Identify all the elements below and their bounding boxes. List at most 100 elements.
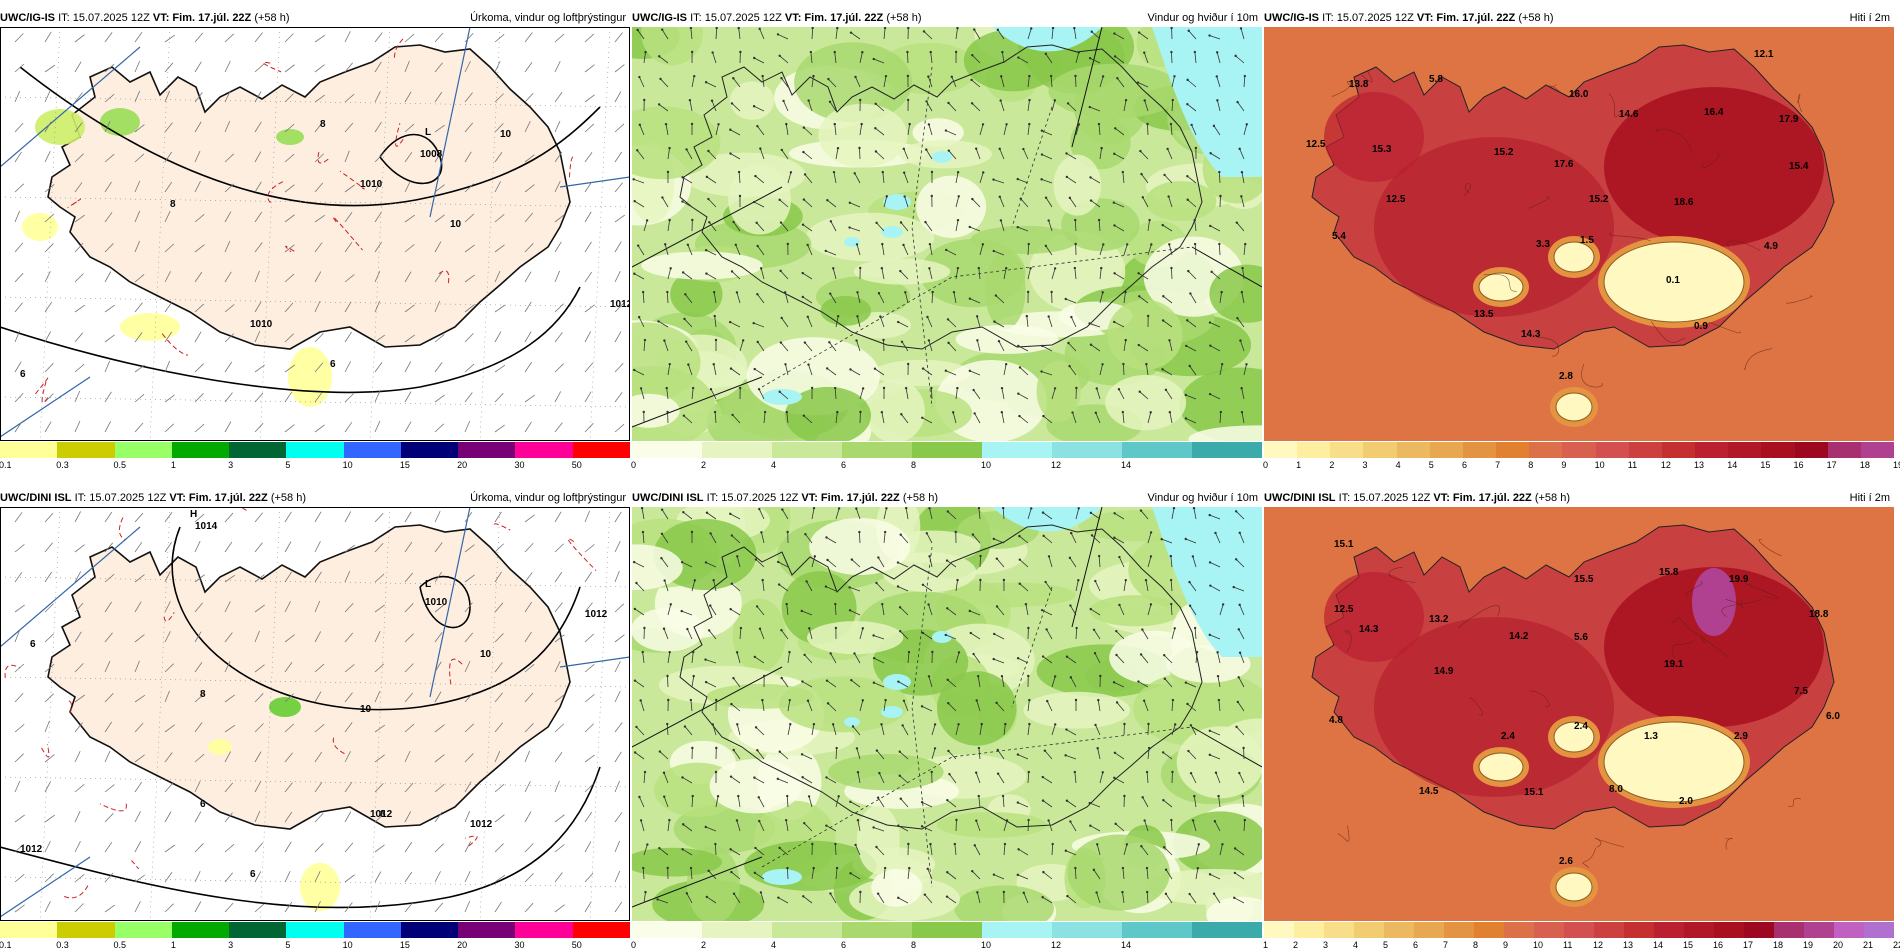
colorbar-swatch <box>1414 922 1444 938</box>
temperature-label: 5.8 <box>1429 74 1443 85</box>
colorbar-tick-label: 16 <box>1713 939 1723 951</box>
colorbar-tick-label: 6 <box>841 939 846 951</box>
colorbar-tick-label: 21 <box>1863 939 1873 951</box>
model-name: UWC/IG-IS <box>1264 12 1319 24</box>
map-canvas <box>632 27 1262 441</box>
colorbar-tick-label: 6 <box>1462 459 1467 471</box>
colorbar-tick-label: 0 <box>1263 459 1268 471</box>
colorbar-tick-label: 15 <box>1760 459 1770 471</box>
colorbar-swatch <box>1122 922 1192 938</box>
colorbar-swatch <box>1728 442 1761 458</box>
colorbar-tick-label: 20 <box>457 459 467 471</box>
temperature-label: 1.3 <box>1644 731 1658 742</box>
colorbar-swatch <box>1463 442 1496 458</box>
colorbar-swatch <box>229 442 286 458</box>
colorbar-swatch <box>1684 922 1714 938</box>
temperature-label: 14.2 <box>1509 631 1529 642</box>
init-time: IT: 15.07.2025 12Z <box>707 492 799 504</box>
lead-time: (+58 h) <box>903 492 938 504</box>
colorbar-swatch <box>1052 442 1122 458</box>
panel-header: UWC/IG-IS IT: 15.07.2025 12Z VT: Fim. 17… <box>0 10 630 26</box>
init-time: IT: 15.07.2025 12Z <box>690 12 782 24</box>
colorbar-swatch <box>1297 442 1330 458</box>
temperature-label: 7.5 <box>1794 686 1808 697</box>
temperature-label: 14.3 <box>1359 624 1379 635</box>
colorbar-swatch <box>1397 442 1430 458</box>
valid-time: VT: Fim. 17.júl. 22Z <box>801 492 899 504</box>
colorbar-swatch <box>1052 922 1122 938</box>
map-label: 6 <box>30 639 36 650</box>
colorbar-tick-label: 0.1 <box>0 939 12 951</box>
colorbar-swatch <box>1354 922 1384 938</box>
panel-header: UWC/DINI ISL IT: 15.07.2025 12Z VT: Fim.… <box>632 490 1262 506</box>
colorbar-swatch <box>912 442 982 458</box>
map-svg <box>632 507 1262 921</box>
temperature-label: 18.8 <box>1809 609 1829 620</box>
colorbar-swatch <box>702 442 772 458</box>
colorbar-tick-label: 7 <box>1443 939 1448 951</box>
colorbar-tick-label: 15 <box>1683 939 1693 951</box>
temperature-label: 16.0 <box>1569 89 1589 100</box>
colorbar-tick-label: 7 <box>1495 459 1500 471</box>
map-label: 8 <box>170 199 176 210</box>
colorbar-tick-label: 1 <box>1296 459 1301 471</box>
colorbar-swatch <box>1264 442 1297 458</box>
temperature-label: 15.8 <box>1659 567 1679 578</box>
colorbar-tick-label: 0.3 <box>56 939 69 951</box>
map-label: 8 <box>380 809 386 820</box>
colorbar-tick-label: 2 <box>1293 939 1298 951</box>
map-label: 1012 <box>610 299 630 310</box>
colorbar-swatch <box>1430 442 1463 458</box>
temperature-label: 5.4 <box>1332 231 1346 242</box>
temperature-label: 14.3 <box>1521 329 1541 340</box>
temperature-label: 15.2 <box>1589 194 1609 205</box>
colorbar-swatch <box>515 442 572 458</box>
colorbar-swatch <box>172 442 229 458</box>
colorbar-tick-label: 5 <box>1383 939 1388 951</box>
temperature-label: 15.1 <box>1334 539 1354 550</box>
colorbar-tick-label: 10 <box>981 459 991 471</box>
temperature-label: 2.8 <box>1559 371 1573 382</box>
colorbar-tick-label: 50 <box>572 939 582 951</box>
colorbar-tick-label: 19 <box>1803 939 1813 951</box>
temperature-label: 2.6 <box>1559 856 1573 867</box>
map-label: 1010 <box>425 597 448 608</box>
colorbar-tick-label: 8 <box>911 459 916 471</box>
panel-header: UWC/DINI ISL IT: 15.07.2025 12Z VT: Fim.… <box>1264 490 1894 506</box>
colorbar-swatch <box>842 442 912 458</box>
colorbar-tick-label: 4 <box>1353 939 1358 951</box>
map-label: 8 <box>320 119 326 130</box>
panel-header: UWC/IG-IS IT: 15.07.2025 12Z VT: Fim. 17… <box>1264 10 1894 26</box>
colorbar-tick-label: 5 <box>1429 459 1434 471</box>
temperature-label: 0.9 <box>1694 321 1708 332</box>
map-label: 1010 <box>360 179 383 190</box>
colorbar-tick-label: 20 <box>1833 939 1843 951</box>
colorbar-tick-label: 20 <box>457 939 467 951</box>
colorbar-tick-label: 11 <box>1628 459 1637 471</box>
colorbar-tick-label: 10 <box>1595 459 1605 471</box>
colorbar-swatch <box>344 442 401 458</box>
colorbar-swatch <box>57 442 114 458</box>
colorbar-tick-label: 18 <box>1860 459 1870 471</box>
map-label: 6 <box>20 369 26 380</box>
colorbar-tick-label: 0 <box>631 939 636 951</box>
colorbar-tick-label: 9 <box>1503 939 1508 951</box>
model-name: UWC/DINI ISL <box>1264 492 1336 504</box>
init-time: IT: 15.07.2025 12Z <box>1322 12 1414 24</box>
temperature-label: 6.0 <box>1826 711 1840 722</box>
colorbar-tick-label: 14 <box>1727 459 1737 471</box>
colorbar-swatch <box>286 442 343 458</box>
colorbar-tick-label: 2 <box>701 459 706 471</box>
colorbar-tick-label: 1 <box>1263 939 1268 951</box>
model-name: UWC/IG-IS <box>0 12 55 24</box>
colorbar-swatch <box>1562 442 1595 458</box>
temperature-label: 15.3 <box>1372 144 1392 155</box>
colorbar-swatch <box>573 922 630 938</box>
colorbar-swatch <box>1804 922 1834 938</box>
map-svg <box>632 27 1262 441</box>
